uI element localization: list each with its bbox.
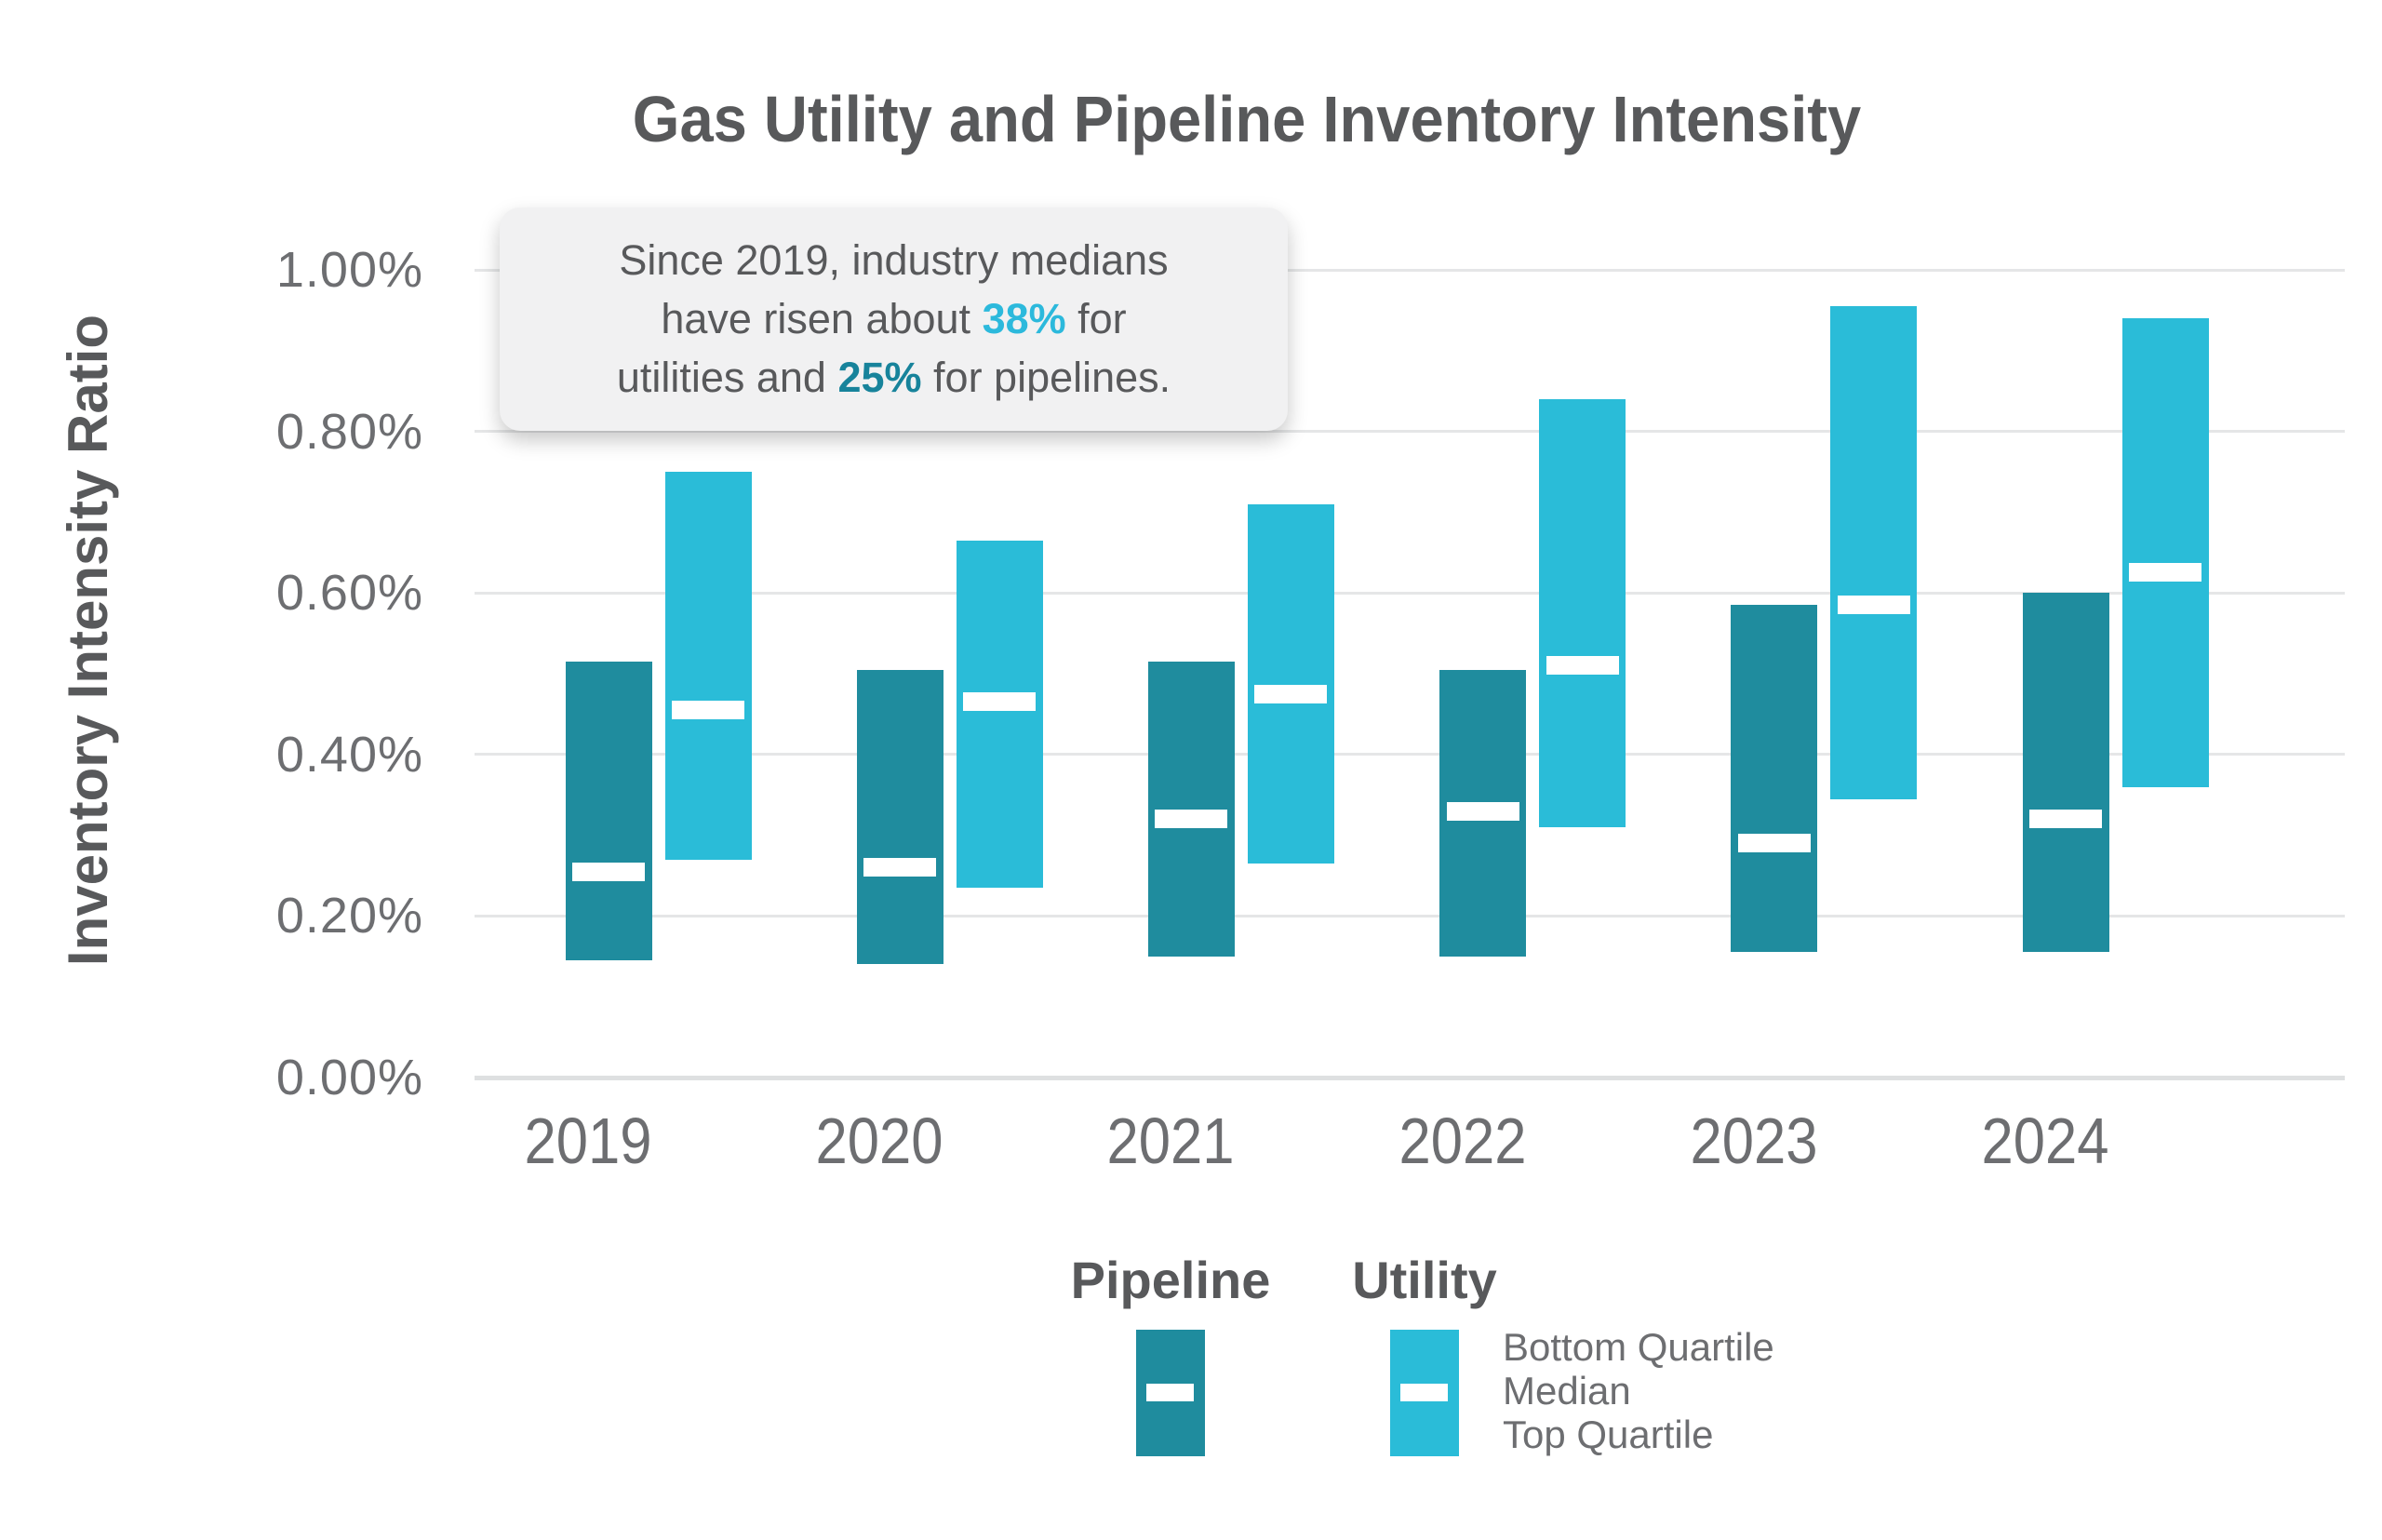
pipeline-percent-highlight: 25%: [837, 354, 922, 401]
utility-median-dash-2020: [963, 692, 1037, 712]
utility-percent-highlight: 38%: [982, 295, 1066, 342]
y-tick-label: 0.20%: [275, 888, 423, 944]
utility-bar-2019: [664, 472, 752, 860]
y-tick-label: 0.80%: [275, 403, 423, 460]
utility-bar-2021: [1247, 503, 1334, 864]
gridline: [475, 753, 2345, 757]
legend-pipeline-swatch: [1136, 1330, 1205, 1456]
pipeline-median-dash-2021: [1155, 810, 1228, 829]
legend-median-dash: [1400, 1384, 1448, 1401]
pipeline-bar-2019: [565, 661, 652, 961]
x-tick-label-2024: 2024: [1981, 1105, 2109, 1177]
utility-median-dash-2019: [671, 701, 745, 720]
annotation-line-1: Since 2019, industry medians: [619, 236, 1169, 284]
pipeline-bar-2024: [2022, 593, 2109, 953]
pipeline-median-dash-2023: [1737, 834, 1811, 853]
legend-pipeline-label: Pipeline: [1070, 1251, 1271, 1309]
chart-title: Gas Utility and Pipeline Inventory Inten…: [632, 83, 1862, 155]
annotation-line-2: have risen about 38% for: [661, 295, 1127, 342]
legend-utility-swatch: [1390, 1330, 1459, 1456]
gridline: [475, 914, 2345, 917]
legend-quartile-key: Bottom Quartile Median Top Quartile: [1503, 1325, 1774, 1456]
pipeline-bar-2023: [1731, 605, 1818, 953]
pipeline-median-dash-2020: [863, 858, 937, 877]
utility-bar-2020: [956, 540, 1043, 888]
legend-top-quartile-label: Top Quartile: [1503, 1413, 1714, 1456]
legend-median-dash: [1146, 1384, 1194, 1401]
utility-median-dash-2024: [2128, 563, 2202, 583]
gridline: [475, 430, 2345, 434]
utility-bar-2023: [1830, 306, 1918, 799]
legend-utility-label: Utility: [1352, 1251, 1497, 1309]
utility-bar-2022: [1539, 398, 1626, 827]
utility-median-dash-2023: [1837, 596, 1910, 615]
pipeline-median-dash-2019: [571, 862, 646, 881]
legend-bottom-quartile-label: Bottom Quartile: [1503, 1325, 1774, 1369]
utility-median-dash-2022: [1546, 656, 1619, 676]
annotation-box: Since 2019, industry medians have risen …: [500, 208, 1288, 431]
pipeline-bar-2020: [856, 669, 943, 965]
utility-median-dash-2021: [1254, 684, 1328, 703]
y-tick-label: 0.40%: [275, 726, 423, 783]
y-tick-label: 0.00%: [275, 1050, 423, 1105]
legend-median-label: Median: [1503, 1369, 1631, 1413]
x-tick-label-2021: 2021: [1106, 1105, 1235, 1177]
y-tick-label: 0.60%: [275, 565, 423, 622]
y-axis-title: Inventory Intensity Ratio: [57, 314, 119, 967]
pipeline-bar-2022: [1439, 669, 1527, 957]
pipeline-bar-2021: [1147, 661, 1235, 957]
pipeline-median-dash-2022: [1446, 801, 1519, 821]
annotation-line-3: utilities and 25% for pipelines.: [616, 354, 1171, 401]
x-tick-label-2023: 2023: [1690, 1105, 1818, 1177]
utility-bar-2024: [2121, 318, 2209, 787]
x-axis-baseline: [475, 1075, 2345, 1080]
gridline: [475, 591, 2345, 595]
pipeline-median-dash-2024: [2028, 810, 2103, 829]
gridline: [475, 268, 2345, 272]
x-tick-label-2019: 2019: [524, 1105, 652, 1177]
y-tick-label: 1.00%: [275, 242, 423, 298]
x-tick-label-2022: 2022: [1398, 1105, 1527, 1177]
x-tick-label-2020: 2020: [815, 1105, 943, 1177]
